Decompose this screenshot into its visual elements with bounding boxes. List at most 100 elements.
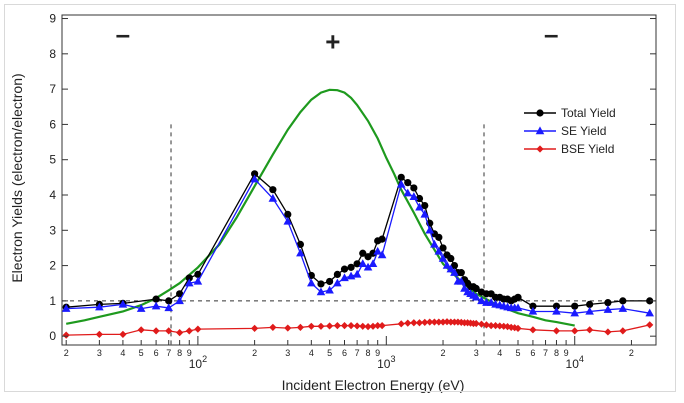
data-point xyxy=(477,320,486,328)
data-point xyxy=(410,184,418,192)
plot-area-group xyxy=(61,14,657,346)
data-point xyxy=(397,320,405,328)
data-point xyxy=(421,318,429,327)
data-point xyxy=(373,246,382,255)
data-point xyxy=(496,322,504,330)
data-point xyxy=(434,246,444,255)
data-point xyxy=(119,330,127,339)
data-point xyxy=(175,296,184,305)
y-tick-label: 4 xyxy=(49,188,56,202)
data-point xyxy=(284,210,292,219)
data-point xyxy=(316,287,326,296)
data-point xyxy=(425,225,435,234)
x-minor-tick-label: 3 xyxy=(285,348,290,358)
y-tick-label: 5 xyxy=(49,153,56,167)
labels-group: Incident Electron Energy (eV) Electron Y… xyxy=(9,73,464,393)
data-point xyxy=(513,303,523,312)
data-point xyxy=(409,192,419,200)
data-point xyxy=(283,216,293,225)
data-point xyxy=(586,326,594,334)
data-point xyxy=(472,319,480,328)
data-point xyxy=(194,325,202,333)
reference-lines-group: – + – xyxy=(62,19,656,345)
data-point xyxy=(152,327,160,335)
data-point xyxy=(646,321,654,329)
data-point xyxy=(333,321,341,330)
data-point xyxy=(618,304,628,312)
data-point xyxy=(439,244,447,252)
legend-label: SE Yield xyxy=(561,124,606,138)
data-point xyxy=(446,264,456,273)
y-tick-label: 6 xyxy=(49,117,56,131)
data-point xyxy=(165,327,173,335)
data-point xyxy=(353,322,361,330)
data-point xyxy=(604,328,612,336)
data-point xyxy=(284,324,292,332)
data-point xyxy=(442,260,452,269)
data-point xyxy=(529,326,537,334)
region-sign-label-1: – xyxy=(116,19,130,49)
data-point xyxy=(450,261,459,270)
data-point xyxy=(415,202,424,211)
data-point xyxy=(307,278,316,287)
data-point xyxy=(176,290,184,298)
data-point xyxy=(374,321,382,330)
data-point xyxy=(396,179,406,188)
total-yield-series xyxy=(62,170,654,311)
y-tick-label: 0 xyxy=(49,329,56,343)
data-point xyxy=(529,302,537,310)
legend-item: Total Yield xyxy=(524,106,616,120)
x-minor-tick-label: 8 xyxy=(366,348,371,358)
data-point xyxy=(457,269,465,277)
data-point xyxy=(410,319,418,327)
data-point xyxy=(571,327,579,335)
data-point xyxy=(420,209,430,218)
x-minor-tick-label: 4 xyxy=(120,348,125,358)
region-sign-label-2: + xyxy=(325,26,340,56)
data-point xyxy=(619,297,627,305)
data-point xyxy=(503,323,512,331)
data-point xyxy=(151,301,161,310)
legend-label: Total Yield xyxy=(561,106,616,120)
data-point xyxy=(333,270,341,279)
data-point xyxy=(369,322,377,330)
data-point xyxy=(347,263,355,271)
x-minor-tick-label: 4 xyxy=(309,348,314,358)
data-point xyxy=(487,321,495,330)
data-point xyxy=(95,302,104,311)
legend-item: SE Yield xyxy=(524,124,606,138)
legend-marker xyxy=(536,109,544,117)
data-point xyxy=(603,305,613,313)
data-point xyxy=(194,270,202,279)
x-minor-tick-label: 3 xyxy=(97,348,102,358)
data-point xyxy=(136,304,146,312)
data-point xyxy=(430,239,439,248)
data-point xyxy=(251,170,259,178)
data-point xyxy=(340,273,349,282)
x-minor-tick-label: 6 xyxy=(530,348,535,358)
legend-marker xyxy=(536,145,544,153)
data-point xyxy=(185,327,193,335)
figure-frame xyxy=(4,4,676,392)
data-point xyxy=(585,306,594,315)
legend-marker xyxy=(535,126,545,135)
data-point xyxy=(185,274,193,282)
x-minor-tick-label: 3 xyxy=(474,348,479,358)
data-point xyxy=(340,265,349,273)
x-minor-tick-label: 5 xyxy=(139,348,144,358)
data-point xyxy=(435,318,443,326)
y-tick-label: 9 xyxy=(49,12,56,26)
data-point xyxy=(421,201,429,210)
data-point xyxy=(352,269,362,278)
x-minor-tick-label: 7 xyxy=(355,348,360,358)
data-point xyxy=(645,308,655,317)
data-point xyxy=(514,293,522,301)
data-point xyxy=(359,322,367,330)
x-minor-tick-label: 8 xyxy=(554,348,559,358)
data-point xyxy=(500,322,508,330)
data-point xyxy=(456,276,466,285)
data-point xyxy=(317,280,325,288)
y-tick-label: 3 xyxy=(49,223,56,237)
x-major-tick-label: 103 xyxy=(377,354,395,371)
